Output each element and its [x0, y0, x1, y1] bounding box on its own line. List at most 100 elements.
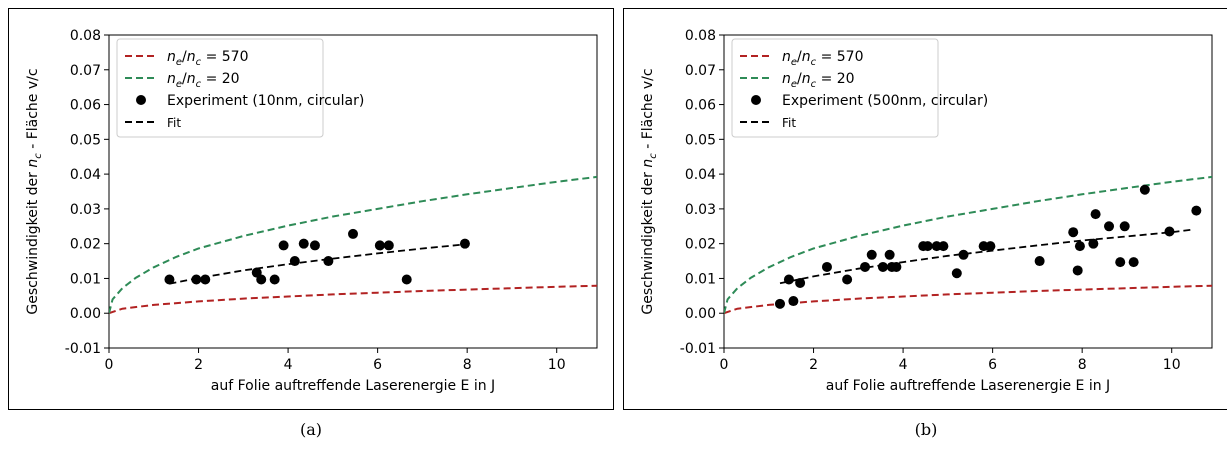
y-tick-label: -0.01	[65, 341, 101, 357]
y-tick-label: 0.04	[70, 167, 101, 183]
legend-label: ne/nc = 20	[167, 71, 240, 90]
x-tick-label: 4	[284, 357, 293, 373]
y-tick-label: 0.07	[70, 63, 101, 79]
data-point	[164, 274, 175, 285]
y-tick-label: 0.00	[70, 306, 101, 322]
y-tick-label: 0.08	[70, 28, 101, 44]
legend-label: ne/nc = 570	[782, 49, 863, 68]
data-point	[348, 228, 358, 239]
legend-label: Experiment (10nm, circular)	[167, 93, 364, 109]
x-tick-label: 2	[194, 357, 203, 373]
chart-panel-b: -0.01 0.00 0.01 0.02 0.03 0.04 0.05 0.06 0.07 0.0…	[623, 8, 1227, 410]
series-line-ne20	[724, 175, 1212, 314]
data-point	[401, 274, 412, 285]
data-point	[884, 249, 895, 260]
data-point	[323, 256, 334, 267]
series-line-ne20	[109, 175, 597, 314]
data-point	[1119, 221, 1130, 232]
x-tick-label: 10	[548, 357, 566, 373]
series-line-fit	[169, 243, 465, 285]
y-tick-label: 0.05	[685, 132, 716, 148]
data-point	[191, 274, 202, 285]
data-point	[938, 241, 949, 252]
chart-svg-b: -0.01 0.00 0.01 0.02 0.03 0.04 0.05 0.06 0.07 0.0…	[640, 28, 1213, 394]
data-point	[256, 274, 267, 285]
x-tick-label: 4	[899, 357, 908, 373]
data-point	[860, 261, 871, 272]
y-tick-label: 0.02	[70, 237, 101, 253]
legend-label: ne/nc = 570	[167, 49, 248, 68]
data-point	[922, 241, 933, 252]
y-tick-label: 0.03	[70, 202, 101, 218]
y-tick-label: 0.07	[685, 63, 716, 79]
data-point	[383, 240, 394, 251]
legend-box	[116, 38, 324, 138]
data-point	[1034, 256, 1045, 267]
plot-frame	[108, 34, 598, 349]
x-tick-label: 0	[105, 357, 114, 373]
legend-label: Fit	[782, 116, 796, 130]
data-point	[1074, 241, 1085, 252]
y-axis-label: Geschwindigkeit der nc - Fläche v/c	[640, 68, 659, 314]
data-point	[877, 261, 888, 272]
x-tick-label: 10	[1163, 357, 1181, 373]
x-tick-label: 8	[1078, 357, 1087, 373]
data-point	[1104, 221, 1115, 232]
data-point	[891, 261, 902, 272]
data-point	[1191, 205, 1202, 216]
y-axis-label: Geschwindigkeit der nc - Fläche v/c	[25, 68, 44, 314]
series-line-ne570	[109, 284, 597, 315]
y-tick-label: 0.03	[685, 202, 716, 218]
legend-marker	[751, 95, 761, 105]
data-point	[200, 274, 211, 285]
x-tick-label: 2	[809, 357, 818, 373]
legend-box	[731, 38, 939, 138]
data-point	[985, 241, 996, 252]
data-point	[774, 298, 785, 309]
legend-label: Fit	[167, 116, 181, 130]
y-tick-label: 0.01	[685, 271, 716, 287]
data-point	[374, 240, 385, 251]
data-point	[788, 296, 799, 307]
legend-marker	[136, 95, 146, 105]
x-tick-label: 8	[463, 357, 472, 373]
y-tick-label: 0.00	[685, 306, 716, 322]
data-point	[1068, 227, 1079, 238]
x-tick-label: 6	[988, 357, 997, 373]
caption-a: (a)	[299, 420, 323, 439]
legend-label: ne/nc = 20	[782, 71, 855, 90]
legend-label: Experiment (500nm, circular)	[782, 93, 988, 109]
data-point	[269, 274, 280, 285]
x-tick-label: 6	[373, 357, 382, 373]
data-point	[1088, 238, 1099, 249]
data-point	[951, 268, 962, 279]
x-tick-label: 0	[720, 357, 729, 373]
x-axis-label: auf Folie auftreffende Laserenergie E in…	[826, 378, 1110, 394]
y-tick-label: 0.04	[685, 167, 716, 183]
y-tick-label: 0.06	[685, 98, 716, 114]
data-point	[958, 249, 969, 260]
series-line-fit	[779, 228, 1195, 285]
legend: ne/nc = 570 ne/nc = 20 Experiment (500nm, …	[731, 38, 988, 138]
chart-panel-a: -0.01 0.00 0.01 0.02 0.03 0.04 0.05 0.06 0.07 0.0…	[8, 8, 614, 410]
y-tick-label: 0.06	[70, 98, 101, 114]
data-point	[1090, 209, 1101, 220]
data-point	[821, 261, 832, 272]
data-point	[298, 238, 309, 249]
data-point	[1164, 226, 1175, 237]
y-tick-label: -0.01	[680, 341, 716, 357]
y-tick-label: 0.01	[70, 271, 101, 287]
data-point	[1072, 265, 1083, 276]
data-point	[842, 274, 853, 285]
y-tick-label: 0.05	[70, 132, 101, 148]
data-point	[309, 240, 320, 251]
data-point	[278, 240, 289, 251]
y-tick-label: 0.02	[685, 237, 716, 253]
series-line-ne570	[724, 284, 1212, 315]
plot-area	[724, 175, 1212, 315]
data-point	[1115, 257, 1126, 268]
caption-b: (b)	[914, 420, 938, 439]
data-point	[459, 238, 470, 249]
legend: ne/nc = 570 ne/nc = 20 Experiment (10nm, c…	[116, 38, 364, 138]
data-point	[1128, 257, 1139, 268]
